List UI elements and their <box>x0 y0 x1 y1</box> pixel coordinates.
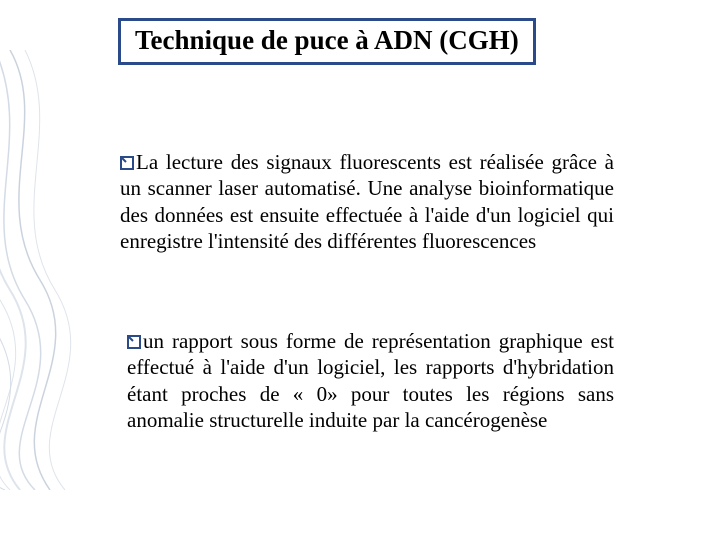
background-decor <box>0 50 120 490</box>
bullet-icon <box>120 156 134 170</box>
paragraph-1-text: La lecture des signaux fluorescents est … <box>120 150 614 253</box>
bullet-icon <box>127 335 141 349</box>
paragraph-2: un rapport sous forme de représentation … <box>127 328 614 433</box>
title-box: Technique de puce à ADN (CGH) <box>118 18 536 65</box>
slide-title: Technique de puce à ADN (CGH) <box>135 25 519 55</box>
paragraph-2-text: un rapport sous forme de représentation … <box>127 329 614 432</box>
paragraph-1: La lecture des signaux fluorescents est … <box>120 149 614 254</box>
